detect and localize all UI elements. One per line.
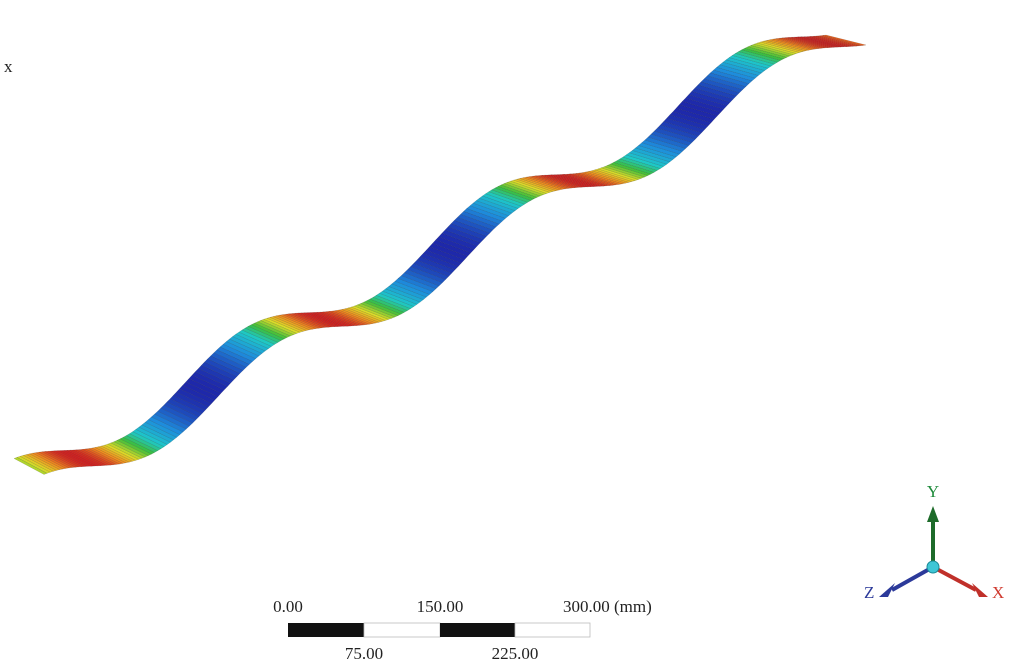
scale-segment bbox=[514, 622, 591, 638]
axis-triad: Y X Z bbox=[864, 482, 1004, 602]
x-arrow-head bbox=[972, 583, 988, 597]
corner-label: x bbox=[4, 57, 13, 76]
mesh-band bbox=[822, 34, 867, 46]
y-axis-label: Y bbox=[927, 482, 939, 501]
scale-label: 300.00 (mm) bbox=[563, 597, 652, 616]
scale-bar: 0.00 150.00 300.00 (mm) 75.00 225.00 bbox=[273, 597, 652, 663]
x-axis-label: X bbox=[992, 583, 1004, 602]
scale-label: 0.00 bbox=[273, 597, 303, 616]
x-axis-arrow bbox=[932, 565, 977, 592]
deformed-model bbox=[13, 34, 867, 475]
z-axis-arrow bbox=[891, 565, 934, 592]
scale-label: 75.00 bbox=[345, 644, 383, 663]
scale-label: 150.00 bbox=[417, 597, 464, 616]
scale-segment bbox=[288, 623, 364, 637]
z-axis-label: Z bbox=[864, 583, 874, 602]
y-arrow-head bbox=[927, 506, 939, 522]
scale-label: 225.00 bbox=[492, 644, 539, 663]
scale-segment bbox=[440, 623, 515, 637]
scale-segment bbox=[363, 622, 441, 638]
triad-origin bbox=[926, 560, 940, 574]
z-arrow-head bbox=[879, 583, 895, 597]
